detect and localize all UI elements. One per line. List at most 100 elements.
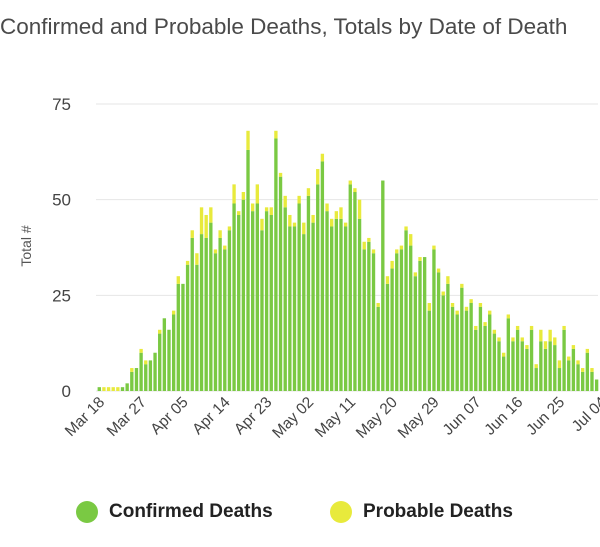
bar-confirmed[interactable] (353, 192, 357, 391)
bar-confirmed[interactable] (134, 368, 139, 391)
bar-probable[interactable] (306, 188, 311, 196)
bar-probable[interactable] (190, 230, 194, 238)
bar-confirmed[interactable] (325, 211, 329, 391)
bar-confirmed[interactable] (120, 387, 125, 391)
bar-confirmed[interactable] (334, 218, 339, 391)
bar-probable[interactable] (218, 230, 222, 238)
bar-probable[interactable] (539, 329, 543, 342)
bar-confirmed[interactable] (483, 325, 487, 391)
bar-probable[interactable] (562, 325, 566, 330)
bar-confirmed[interactable] (553, 345, 557, 391)
bar-probable[interactable] (343, 222, 348, 227)
bar-probable[interactable] (385, 276, 390, 284)
bar-probable[interactable] (144, 360, 148, 365)
bar-probable[interactable] (195, 253, 199, 265)
bar-probable[interactable] (274, 130, 278, 139)
bar-probable[interactable] (199, 207, 204, 235)
bar-probable[interactable] (483, 322, 487, 326)
bar-probable[interactable] (237, 211, 241, 215)
bar-confirmed[interactable] (204, 237, 208, 391)
bar-confirmed[interactable] (125, 383, 129, 391)
bar-confirmed[interactable] (241, 199, 246, 391)
bar-probable[interactable] (302, 222, 306, 235)
bar-confirmed[interactable] (153, 352, 157, 391)
bar-confirmed[interactable] (455, 314, 459, 391)
bar-confirmed[interactable] (250, 211, 255, 391)
bar-probable[interactable] (255, 184, 259, 204)
bar-probable[interactable] (441, 291, 445, 296)
bar-probable[interactable] (427, 302, 431, 311)
bar-confirmed[interactable] (474, 329, 478, 391)
bar-probable[interactable] (525, 345, 529, 349)
bar-probable[interactable] (395, 249, 399, 254)
bar-probable[interactable] (357, 199, 362, 219)
bar-probable[interactable] (204, 214, 208, 238)
bar-confirmed[interactable] (302, 234, 306, 391)
bar-confirmed[interactable] (343, 226, 348, 391)
bar-probable[interactable] (506, 314, 510, 319)
bar-probable[interactable] (260, 218, 264, 231)
bar-probable[interactable] (362, 241, 366, 250)
bar-confirmed[interactable] (395, 253, 399, 391)
bar-confirmed[interactable] (515, 329, 520, 391)
bar-probable[interactable] (106, 387, 111, 391)
bar-probable[interactable] (171, 310, 176, 315)
bar-confirmed[interactable] (506, 318, 510, 391)
bar-probable[interactable] (543, 341, 548, 349)
bar-probable[interactable] (488, 310, 492, 315)
bar-probable[interactable] (529, 325, 534, 330)
bar-probable[interactable] (246, 130, 250, 150)
bar-confirmed[interactable] (162, 318, 167, 391)
bar-probable[interactable] (288, 214, 292, 227)
bar-probable[interactable] (311, 214, 315, 223)
bar-confirmed[interactable] (316, 184, 320, 391)
bar-confirmed[interactable] (292, 226, 297, 391)
bar-probable[interactable] (413, 272, 418, 277)
bar-confirmed[interactable] (306, 195, 311, 391)
bar-confirmed[interactable] (557, 368, 562, 391)
bar-probable[interactable] (460, 283, 464, 288)
bar-probable[interactable] (497, 337, 501, 342)
bar-probable[interactable] (139, 348, 143, 353)
bar-probable[interactable] (455, 310, 459, 315)
bar-confirmed[interactable] (357, 218, 362, 391)
bar-confirmed[interactable] (460, 287, 464, 391)
bar-confirmed[interactable] (381, 180, 385, 391)
bar-probable[interactable] (111, 387, 115, 391)
bar-probable[interactable] (130, 368, 134, 372)
bar-confirmed[interactable] (511, 341, 515, 391)
bar-probable[interactable] (334, 211, 339, 219)
bar-probable[interactable] (158, 329, 162, 334)
bar-confirmed[interactable] (590, 371, 594, 391)
bar-confirmed[interactable] (501, 356, 506, 391)
bar-confirmed[interactable] (330, 226, 334, 391)
bar-probable[interactable] (116, 387, 120, 391)
bar-probable[interactable] (520, 337, 524, 342)
bar-probable[interactable] (371, 249, 376, 254)
bar-probable[interactable] (241, 192, 246, 200)
bar-confirmed[interactable] (223, 249, 227, 391)
bar-probable[interactable] (339, 207, 343, 219)
bar-probable[interactable] (534, 364, 538, 369)
bar-confirmed[interactable] (288, 226, 292, 391)
bar-probable[interactable] (492, 329, 497, 334)
bar-probable[interactable] (176, 276, 180, 284)
bar-confirmed[interactable] (237, 214, 241, 391)
bar-confirmed[interactable] (409, 245, 413, 391)
bar-probable[interactable] (320, 153, 325, 162)
bar-confirmed[interactable] (413, 276, 418, 391)
bar-confirmed[interactable] (246, 149, 250, 391)
bar-confirmed[interactable] (181, 283, 185, 391)
bar-probable[interactable] (474, 325, 478, 330)
bar-confirmed[interactable] (278, 176, 283, 391)
bar-probable[interactable] (576, 360, 580, 365)
bar-confirmed[interactable] (436, 272, 441, 391)
bar-probable[interactable] (432, 245, 436, 250)
legend-item-confirmed[interactable]: Confirmed Deaths (76, 494, 273, 530)
bar-probable[interactable] (557, 360, 562, 369)
bar-confirmed[interactable] (190, 237, 194, 391)
bar-confirmed[interactable] (148, 360, 153, 391)
bar-probable[interactable] (585, 348, 590, 353)
bar-confirmed[interactable] (176, 283, 180, 391)
bar-confirmed[interactable] (167, 329, 171, 391)
